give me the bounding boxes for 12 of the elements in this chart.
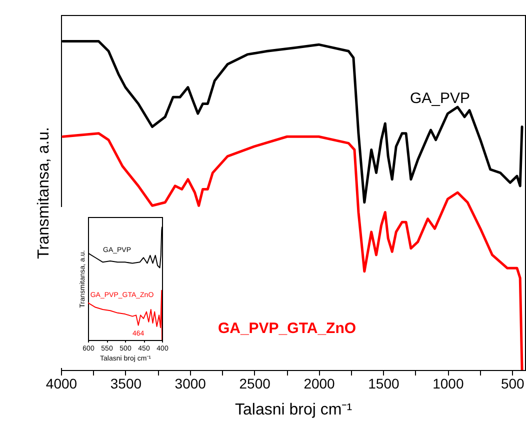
x-tick-label: 500 <box>500 376 525 392</box>
x-tick-label: 2500 <box>239 376 271 392</box>
series-label: GA_PVP <box>410 90 470 107</box>
x-tick-label: 3000 <box>174 376 206 392</box>
x-tick-label: 2000 <box>304 376 336 392</box>
x-tick-label: 1000 <box>432 376 464 392</box>
x-axis-title: Talasni broj cm⁻¹ <box>234 402 352 418</box>
x-tick-label: 1500 <box>368 376 400 392</box>
text: GA_PVP_GTA_ZnO <box>218 320 356 337</box>
x-tick-label: 3500 <box>110 376 142 392</box>
x-tick-label: 4000 <box>46 376 78 392</box>
y-axis-title: Transmitansa, a.u. <box>36 127 52 259</box>
